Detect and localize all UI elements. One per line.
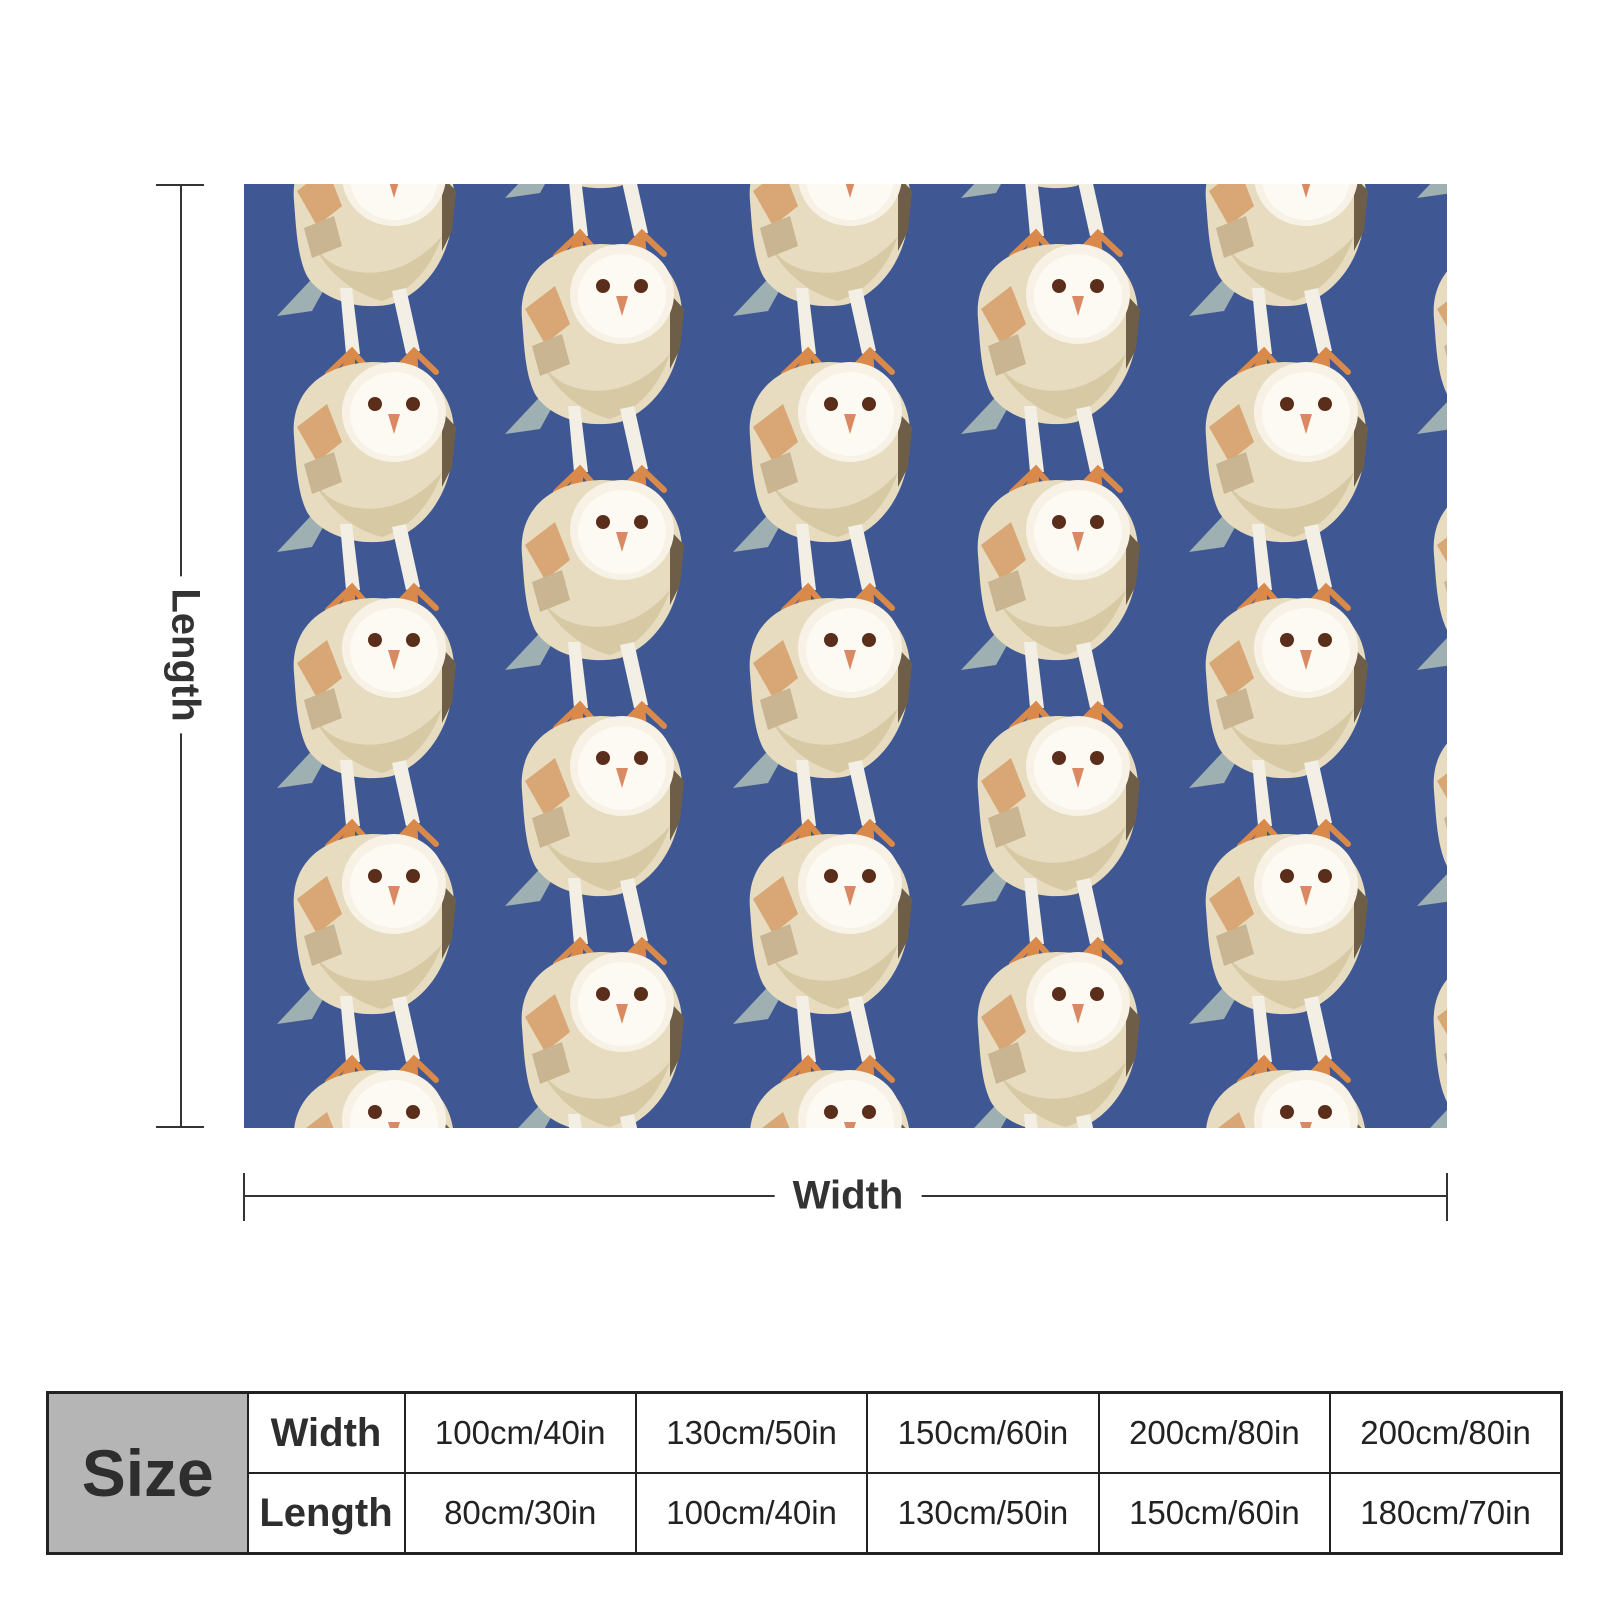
width-cap-left [243, 1173, 245, 1221]
width-value: 200cm/80in [1097, 1391, 1332, 1474]
width-value: 200cm/80in [1329, 1391, 1563, 1474]
size-header: Size [46, 1391, 249, 1555]
length-value: 180cm/70in [1329, 1472, 1563, 1555]
width-value: 100cm/40in [403, 1391, 637, 1474]
length-row-label: Length [246, 1472, 406, 1555]
length-label: Length [162, 576, 208, 734]
size-table-length-row: Length 80cm/30in 100cm/40in 130cm/50in 1… [48, 1472, 1563, 1555]
length-value: 130cm/50in [866, 1472, 1100, 1555]
width-value: 150cm/60in [866, 1391, 1100, 1474]
length-value: 80cm/30in [403, 1472, 637, 1555]
blanket-preview [244, 184, 1447, 1128]
owl-pattern [244, 184, 1447, 1128]
size-table-width-row: Size Width 100cm/40in 130cm/50in 150cm/6… [46, 1391, 1563, 1555]
length-value: 100cm/40in [634, 1472, 869, 1555]
size-table: Size Width 100cm/40in 130cm/50in 150cm/6… [46, 1391, 1563, 1555]
width-label: Width [774, 1173, 922, 1219]
width-cap-right [1446, 1173, 1448, 1221]
width-value: 130cm/50in [634, 1391, 869, 1474]
width-row-label: Width [246, 1391, 406, 1474]
length-value: 150cm/60in [1097, 1472, 1332, 1555]
